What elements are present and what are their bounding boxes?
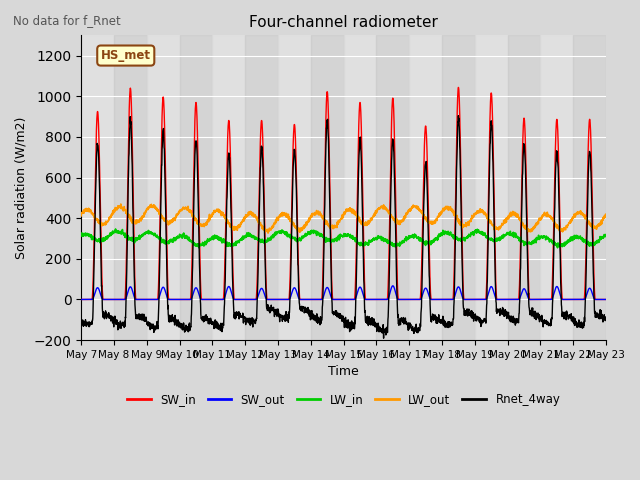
Bar (508, 36, 540, 340)
Text: No data for f_Rnet: No data for f_Rnet (13, 14, 120, 27)
Bar (573, 36, 606, 340)
Bar (540, 36, 573, 340)
Bar (147, 36, 180, 340)
Bar (114, 36, 147, 340)
Y-axis label: Solar radiation (W/m2): Solar radiation (W/m2) (15, 117, 28, 259)
Bar (311, 36, 344, 340)
Legend: SW_in, SW_out, LW_in, LW_out, Rnet_4way: SW_in, SW_out, LW_in, LW_out, Rnet_4way (122, 388, 565, 410)
Bar (212, 36, 245, 340)
Bar (81, 36, 114, 340)
Bar (409, 36, 442, 340)
Bar (475, 36, 508, 340)
Bar (278, 36, 311, 340)
Bar (376, 36, 409, 340)
Bar (344, 36, 376, 340)
X-axis label: Time: Time (328, 365, 359, 378)
Text: HS_met: HS_met (100, 49, 151, 62)
Title: Four-channel radiometer: Four-channel radiometer (249, 15, 438, 30)
Bar (180, 36, 212, 340)
Bar (245, 36, 278, 340)
Bar (442, 36, 475, 340)
